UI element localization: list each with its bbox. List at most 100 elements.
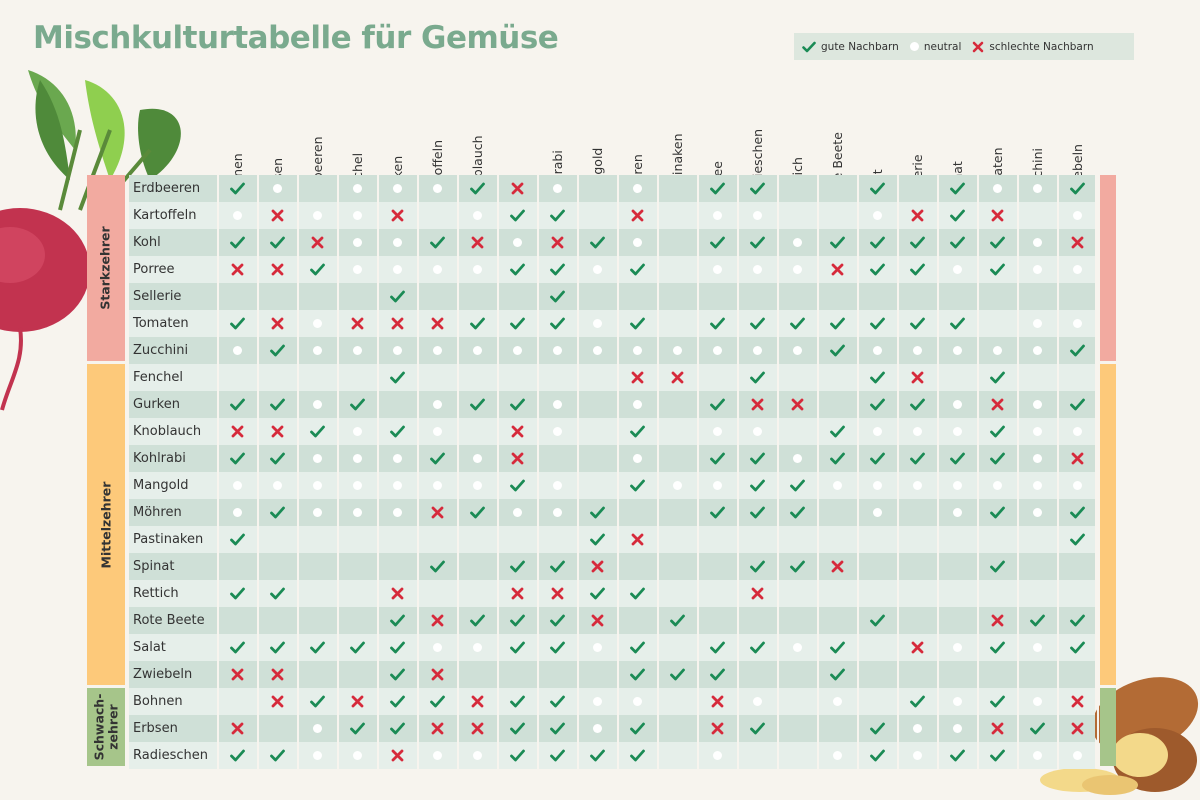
column-separator bbox=[617, 175, 619, 769]
table-row: Rote Beete bbox=[129, 607, 1095, 634]
table-cell bbox=[938, 256, 976, 283]
table-cell bbox=[418, 661, 456, 688]
cross-icon bbox=[391, 209, 403, 222]
row-label: Kohl bbox=[133, 235, 161, 250]
table-cell bbox=[698, 607, 736, 634]
cross-icon bbox=[631, 533, 643, 546]
table-cell bbox=[938, 526, 976, 553]
table-cell bbox=[578, 553, 616, 580]
dot-icon bbox=[752, 346, 762, 355]
table-row: Sellerie bbox=[129, 283, 1095, 310]
check-icon bbox=[309, 263, 325, 276]
table-cell bbox=[338, 256, 376, 283]
table-cell bbox=[618, 364, 656, 391]
table-cell bbox=[298, 256, 336, 283]
check-icon bbox=[349, 398, 365, 411]
table-cell bbox=[218, 580, 256, 607]
table-cell bbox=[698, 580, 736, 607]
table-cell bbox=[218, 229, 256, 256]
dot-icon bbox=[552, 184, 562, 193]
group-label-text: Starkzehrer bbox=[98, 226, 114, 310]
table-cell bbox=[738, 607, 776, 634]
row-label: Porree bbox=[133, 262, 175, 277]
check-icon bbox=[1069, 182, 1085, 195]
check-icon bbox=[749, 722, 765, 735]
check-icon bbox=[549, 722, 565, 735]
column-separator bbox=[537, 175, 539, 769]
column-header: Fenchel bbox=[338, 90, 376, 201]
dot-icon bbox=[592, 346, 602, 355]
table-cell bbox=[338, 175, 376, 202]
table-cell bbox=[738, 526, 776, 553]
table-cell bbox=[298, 580, 336, 607]
check-icon bbox=[549, 749, 565, 762]
column-header: Mangold bbox=[578, 90, 616, 201]
table-cell bbox=[458, 418, 496, 445]
check-icon bbox=[909, 263, 925, 276]
dot-icon bbox=[392, 265, 402, 274]
table-row: Zucchini bbox=[129, 337, 1095, 364]
table-cell bbox=[858, 175, 896, 202]
table-cell bbox=[738, 418, 776, 445]
table-cell bbox=[418, 283, 456, 310]
dot-icon bbox=[432, 346, 442, 355]
dot-icon bbox=[312, 454, 322, 463]
check-icon bbox=[309, 425, 325, 438]
table-cell bbox=[778, 391, 816, 418]
table-cell bbox=[698, 364, 736, 391]
table-cell bbox=[538, 391, 576, 418]
table-cell bbox=[538, 607, 576, 634]
check-icon bbox=[949, 182, 965, 195]
check-icon bbox=[829, 344, 845, 357]
table-cell bbox=[498, 310, 536, 337]
table-cell bbox=[1058, 175, 1096, 202]
table-cell bbox=[538, 256, 576, 283]
table-cell bbox=[658, 256, 696, 283]
table-cell bbox=[978, 391, 1016, 418]
cross-icon bbox=[271, 317, 283, 330]
row-label: Erbsen bbox=[133, 721, 178, 736]
table-cell bbox=[1018, 526, 1056, 553]
table-cell bbox=[738, 202, 776, 229]
table-cell bbox=[258, 688, 296, 715]
table-cell bbox=[1018, 283, 1056, 310]
table-cell bbox=[458, 715, 496, 742]
check-icon bbox=[629, 263, 645, 276]
table-cell bbox=[298, 742, 336, 769]
cross-icon bbox=[431, 722, 443, 735]
dot-icon bbox=[352, 211, 362, 220]
table-cell bbox=[618, 283, 656, 310]
column-header: Gurken bbox=[378, 90, 416, 201]
check-icon bbox=[269, 587, 285, 600]
row-label: Möhren bbox=[133, 505, 182, 520]
table-cell bbox=[738, 499, 776, 526]
table-cell bbox=[298, 634, 336, 661]
check-icon bbox=[509, 317, 525, 330]
table-cell bbox=[378, 661, 416, 688]
table-cell bbox=[378, 418, 416, 445]
table-cell bbox=[258, 472, 296, 499]
table-cell bbox=[818, 715, 856, 742]
table-cell bbox=[818, 742, 856, 769]
table-cell bbox=[618, 715, 656, 742]
table-cell bbox=[378, 742, 416, 769]
table-cell bbox=[818, 580, 856, 607]
column-separator bbox=[257, 175, 259, 769]
table-cell bbox=[658, 202, 696, 229]
row-label: Fenchel bbox=[133, 370, 184, 385]
dot-icon bbox=[1032, 508, 1042, 517]
dot-icon bbox=[632, 454, 642, 463]
table-cell bbox=[818, 418, 856, 445]
table-cell bbox=[378, 526, 416, 553]
row-label: Zwiebeln bbox=[133, 667, 193, 682]
table-cell bbox=[1018, 553, 1056, 580]
check-icon bbox=[829, 641, 845, 654]
table-cell bbox=[538, 688, 576, 715]
check-icon bbox=[389, 695, 405, 708]
table-cell bbox=[538, 715, 576, 742]
dot-icon bbox=[672, 481, 682, 490]
check-icon bbox=[469, 317, 485, 330]
table-cell bbox=[578, 661, 616, 688]
table-cell bbox=[538, 580, 576, 607]
table-cell bbox=[1018, 310, 1056, 337]
